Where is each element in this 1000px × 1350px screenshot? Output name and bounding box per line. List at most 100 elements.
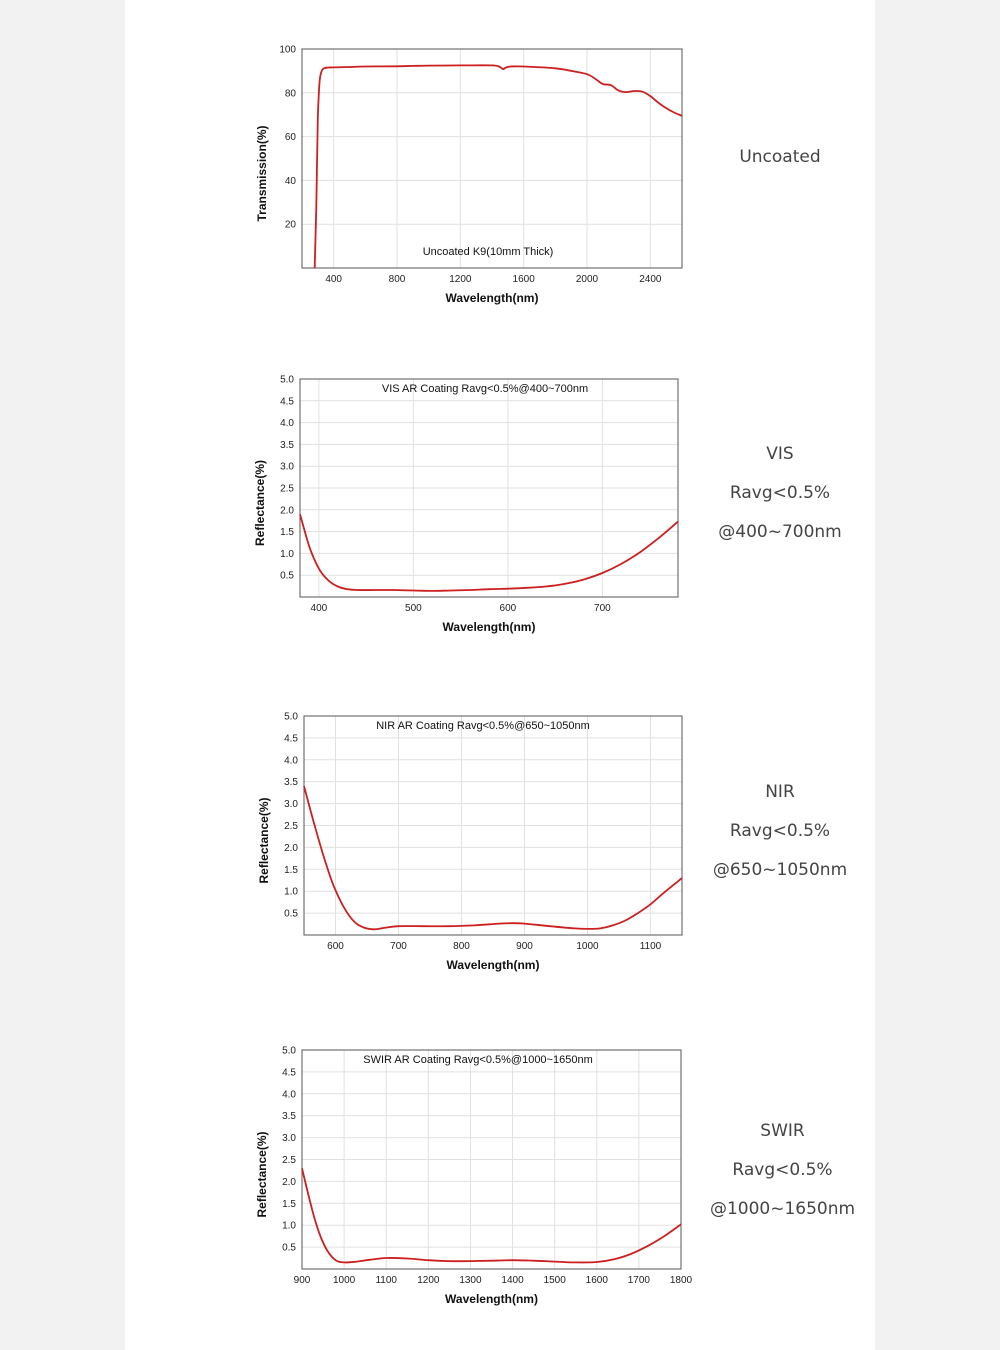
caption-line: @650~1050nm [712, 860, 848, 880]
y-axis-title: Reflectance(%) [257, 797, 271, 883]
panel-uncoated: 400 800 1200 1600 2000 2400 20 40 60 80 100 Wavelen… [125, 0, 875, 330]
y-tick-label: 60 [285, 132, 297, 143]
panel-nir: 600 700 800 900 1000 1100 0.5 1.0 1.5 2.0 2.5 3.0 3.… [125, 0, 875, 1350]
y-tick-label: 100 [279, 45, 296, 56]
x-tick-label: 600 [327, 941, 344, 952]
x-axis-title: Wavelength(nm) [446, 291, 539, 305]
y-tick-label: 4.0 [280, 418, 294, 429]
y-tick-label: 0.5 [280, 571, 294, 582]
x-tick-label: 1000 [333, 1275, 356, 1286]
x-tick-label: 1500 [544, 1275, 567, 1286]
x-tick-label: 400 [311, 603, 328, 614]
caption-line: Uncoated [739, 147, 821, 167]
y-tick-label: 0.5 [282, 1243, 296, 1254]
x-tick-label: 1300 [459, 1275, 482, 1286]
chart-annotation: SWIR AR Coating Ravg<0.5%@1000~1650nm [363, 1054, 592, 1066]
caption-line: Ravg<0.5% [729, 821, 831, 841]
y-tick-label: 3.0 [280, 462, 294, 473]
caption-swir: SWIR Ravg<0.5% @1000~1650nm [690, 1112, 875, 1229]
y-tick-label: 3.5 [280, 440, 294, 451]
y-axis-title: Reflectance(%) [253, 460, 267, 546]
y-tick-label: 4.5 [280, 396, 294, 407]
plot-frame [301, 1049, 682, 1270]
x-tick-label: 1100 [640, 941, 662, 952]
x-tick-label: 1400 [501, 1275, 524, 1286]
x-tick-label: 1000 [576, 941, 599, 952]
caption-line: VIS [766, 444, 794, 464]
x-axis-title: Wavelength(nm) [443, 620, 536, 634]
chart-annotation: VIS AR Coating Ravg<0.5%@400~700nm [382, 383, 588, 395]
x-tick-label: 1700 [628, 1275, 651, 1286]
x-tick-label: 700 [594, 603, 611, 614]
x-tick-label: 2400 [639, 274, 662, 285]
y-tick-label: 3.5 [284, 777, 298, 788]
y-tick-label: 1.5 [282, 1199, 296, 1210]
y-tick-label: 20 [285, 220, 297, 231]
y-tick-label: 4.5 [284, 733, 298, 744]
x-tick-label: 900 [516, 941, 533, 952]
y-tick-label: 80 [285, 88, 297, 99]
caption-line: @1000~1650nm [709, 1199, 856, 1219]
series-line [313, 64, 683, 269]
x-tick-label: 1600 [513, 274, 536, 285]
y-tick-label: 2.5 [282, 1155, 296, 1166]
panel-swir: 900 1000 1100 1200 1300 1400 1500 1600 1700 1800 0… [125, 0, 875, 1350]
y-tick-label: 2.5 [284, 821, 298, 832]
y-tick-label: 40 [285, 176, 297, 187]
y-axis-title: Reflectance(%) [255, 1131, 269, 1217]
y-tick-label: 3.5 [282, 1111, 296, 1122]
series-line [303, 785, 683, 931]
caption-line: @400~700nm [718, 522, 842, 542]
x-tick-label: 1600 [586, 1275, 609, 1286]
y-tick-label: 2.0 [284, 843, 298, 854]
y-tick-label: 5.0 [284, 712, 298, 723]
y-axis-title: Transmission(%) [255, 125, 269, 221]
y-tick-label: 1.0 [282, 1221, 296, 1232]
y-tick-label: 1.0 [280, 549, 294, 560]
spec-sheet: 400 800 1200 1600 2000 2400 20 40 60 80 100 Wavelen… [125, 0, 875, 1350]
plot-frame [299, 378, 679, 598]
chart-nir-reflectance: 600 700 800 900 1000 1100 0.5 1.0 1.5 2.0 2.5 3.0 3.… [257, 712, 683, 972]
x-tick-label: 900 [294, 1275, 311, 1286]
x-tick-label: 1100 [375, 1275, 397, 1286]
x-axis-title: Wavelength(nm) [445, 1292, 538, 1306]
caption-line: Ravg<0.5% [732, 1160, 833, 1180]
x-tick-label: 400 [325, 274, 342, 285]
y-tick-label: 5.0 [282, 1046, 296, 1057]
y-tick-label: 0.5 [284, 909, 298, 920]
chart-annotation: Uncoated K9(10mm Thick) [423, 246, 554, 258]
y-tick-label: 2.0 [282, 1177, 296, 1188]
y-tick-label: 4.0 [284, 755, 298, 766]
plot-frame [301, 48, 683, 269]
chart-annotation: NIR AR Coating Ravg<0.5%@650~1050nm [376, 720, 590, 732]
y-tick-label: 4.5 [282, 1067, 296, 1078]
y-tick-label: 2.5 [280, 484, 294, 495]
plot-frame [303, 715, 683, 936]
y-tick-label: 1.0 [284, 887, 298, 898]
series-line [301, 1168, 682, 1264]
x-tick-label: 1800 [670, 1275, 693, 1286]
y-tick-label: 3.0 [284, 799, 298, 810]
caption-line: NIR [765, 782, 795, 802]
caption-uncoated: Uncoated [705, 138, 855, 177]
x-axis-title: Wavelength(nm) [447, 958, 540, 972]
chart-swir-reflectance: 900 1000 1100 1200 1300 1400 1500 1600 1700 1800 0… [255, 1046, 693, 1307]
chart-uncoated-transmission: 400 800 1200 1600 2000 2400 20 40 60 80 100 Wavelen… [255, 45, 683, 305]
y-tick-label: 4.0 [282, 1089, 296, 1100]
chart-vis-reflectance: 400 500 600 700 0.5 1.0 1.5 2.0 2.5 3.0 3.5 4.0 4.5 5… [253, 375, 679, 634]
x-tick-label: 600 [500, 603, 517, 614]
caption-line: SWIR [760, 1121, 805, 1141]
caption-nir: NIR Ravg<0.5% @650~1050nm [695, 773, 865, 890]
y-tick-label: 1.5 [284, 865, 298, 876]
x-tick-label: 2000 [576, 274, 599, 285]
x-tick-label: 500 [405, 603, 422, 614]
x-tick-label: 1200 [417, 1275, 440, 1286]
x-tick-label: 800 [453, 941, 470, 952]
y-tick-label: 2.0 [280, 505, 294, 516]
caption-line: Ravg<0.5% [729, 483, 831, 503]
x-tick-label: 800 [389, 274, 406, 285]
y-tick-label: 3.0 [282, 1133, 296, 1144]
x-tick-label: 700 [390, 941, 407, 952]
series-line [299, 513, 679, 592]
y-tick-label: 5.0 [280, 375, 294, 386]
